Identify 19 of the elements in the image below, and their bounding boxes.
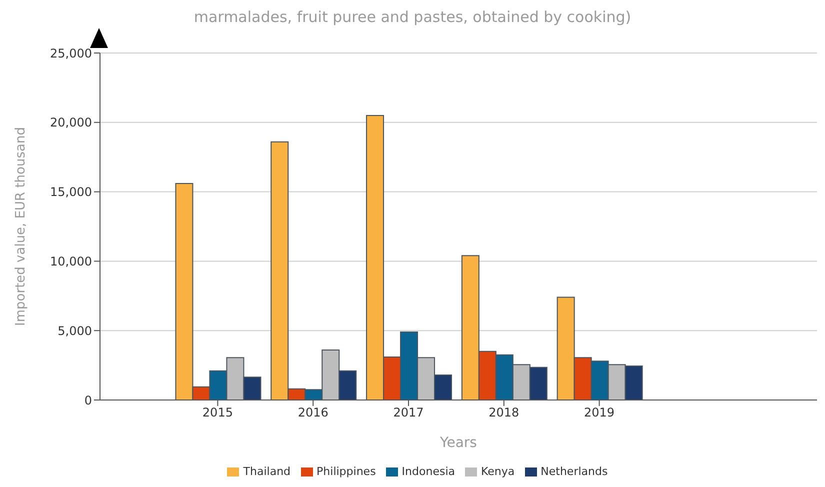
y-tick-label: 20,000 [50,116,92,130]
legend-label: Thailand [243,465,291,478]
x-tick-label: 2015 [202,406,233,420]
x-tick-label: 2019 [584,406,615,420]
y-tick-label: 15,000 [50,185,92,200]
y-tick-label: 5,000 [58,324,92,338]
x-tick-label: 2018 [488,406,520,420]
y-tick-label: 10,000 [50,254,92,268]
legend-label: Indonesia [402,465,455,478]
legend-label: Kenya [481,465,515,478]
legend-label: Philippines [316,465,376,478]
x-axis-title: Years [439,435,477,451]
x-tick-label: 2017 [393,406,424,420]
y-tick-label: 25,000 [50,46,92,60]
legend-label: Netherlands [540,465,608,478]
x-tick-label: 2016 [298,406,328,420]
y-tick-label: 0 [84,393,92,408]
y-axis-title: Imported value, EUR thousand [14,127,29,326]
chart-title: marmalades, fruit puree and pastes, obtained by cooking) [192,8,632,26]
